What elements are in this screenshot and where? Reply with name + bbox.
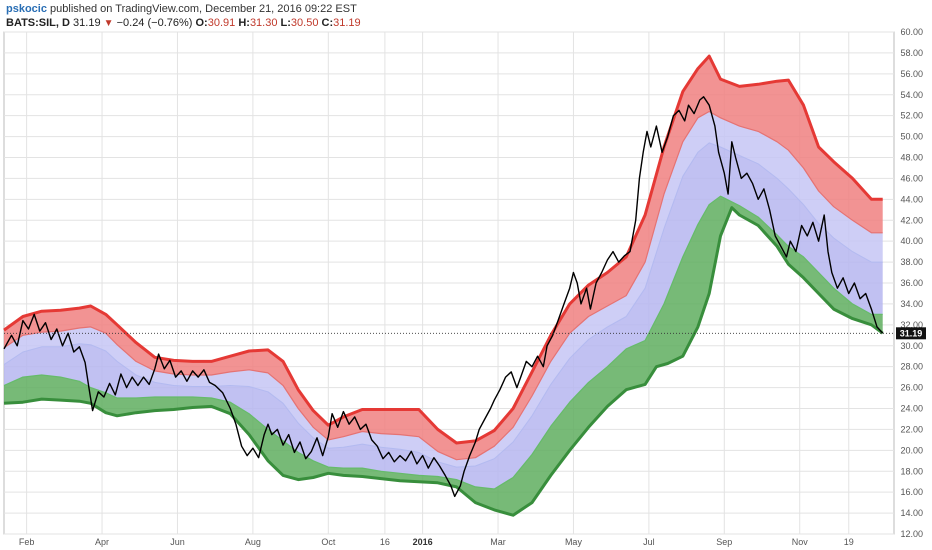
y-tick-label: 36.00: [900, 278, 923, 288]
x-tick-label: May: [565, 537, 583, 547]
y-tick-label: 16.00: [900, 487, 923, 497]
y-tick-label: 58.00: [900, 48, 923, 58]
y-tick-label: 14.00: [900, 508, 923, 518]
publish-info: published on TradingView.com, December 2…: [50, 3, 357, 15]
series-line-upper-inner: [3, 110, 883, 461]
series-line-price: [3, 96, 884, 498]
y-tick-label: 18.00: [900, 466, 923, 476]
y-axis[interactable]: 12.00 14.00 16.00 18.00 20.00 22.00 24.00 26.00…: [900, 27, 923, 539]
x-tick-label: Oct: [321, 537, 336, 547]
last-price-marker: 31.19: [4, 327, 926, 340]
x-tick-label: Nov: [792, 537, 809, 547]
x-tick-label: Jun: [170, 537, 185, 547]
publish-line: pskocic published on TradingView.com, De…: [6, 3, 357, 15]
x-tick-label: Jul: [643, 537, 655, 547]
y-tick-label: 42.00: [900, 215, 923, 225]
x-tick-label: Aug: [245, 537, 261, 547]
series-line-lower: [3, 206, 884, 517]
last-price-tag-label: 31.19: [900, 328, 923, 338]
high-value: 31.30: [249, 17, 278, 29]
y-tick-label: 24.00: [900, 404, 923, 414]
symbol-label: BATS:SIL, D: [6, 17, 70, 29]
x-tick-label: 2016: [413, 537, 433, 547]
symbol-line: BATS:SIL, D 31.19 ▼ −0.24 (−0.76%) O:30.…: [6, 17, 361, 29]
open-value: 30.91: [207, 17, 236, 29]
author-name[interactable]: pskocic: [6, 3, 47, 15]
low-value: 30.50: [290, 17, 319, 29]
y-tick-label: 32.00: [900, 320, 923, 330]
down-arrow-icon: ▼: [103, 18, 114, 29]
band-fill-upper-inner: [4, 111, 883, 468]
series-line-upper: [3, 54, 883, 445]
y-tick-label: 46.00: [900, 173, 923, 183]
x-tick-label: Feb: [19, 537, 35, 547]
y-tick-label: 60.00: [900, 27, 923, 37]
y-tick-label: 26.00: [900, 383, 923, 393]
x-tick-label: Mar: [490, 537, 506, 547]
last-price-tag: [896, 327, 926, 340]
y-tick-label: 54.00: [900, 90, 923, 100]
y-tick-label: 28.00: [900, 362, 923, 372]
y-tick-label: 38.00: [900, 257, 923, 267]
low-label: L:: [280, 17, 291, 29]
x-tick-label: Sep: [716, 537, 732, 547]
y-tick-label: 40.00: [900, 236, 923, 246]
series-lines: [3, 54, 884, 517]
price-change: −0.24 (−0.76%): [116, 17, 193, 29]
close-label: C:: [321, 17, 334, 29]
x-axis[interactable]: Feb Apr Jun Aug Oct 16 2016 Mar May Jul Sep Nov 19: [19, 537, 854, 547]
y-tick-label: 56.00: [900, 69, 923, 79]
y-tick-label: 34.00: [900, 299, 923, 309]
y-tick-label: 44.00: [900, 194, 923, 204]
y-tick-label: 30.00: [900, 341, 923, 351]
y-tick-label: 48.00: [900, 153, 923, 163]
open-label: O:: [195, 17, 208, 29]
x-tick-label: Apr: [95, 537, 109, 547]
x-tick-label: 19: [844, 537, 854, 547]
y-tick-label: 22.00: [900, 424, 923, 434]
y-tick-label: 52.00: [900, 111, 923, 121]
last-price: 31.19: [73, 17, 101, 29]
y-tick-label: 20.00: [900, 445, 923, 455]
high-label: H:: [238, 17, 250, 29]
x-tick-label: 16: [380, 537, 390, 547]
y-tick-label: 12.00: [900, 529, 923, 539]
y-tick-label: 50.00: [900, 132, 923, 142]
close-value: 31.19: [333, 17, 361, 29]
